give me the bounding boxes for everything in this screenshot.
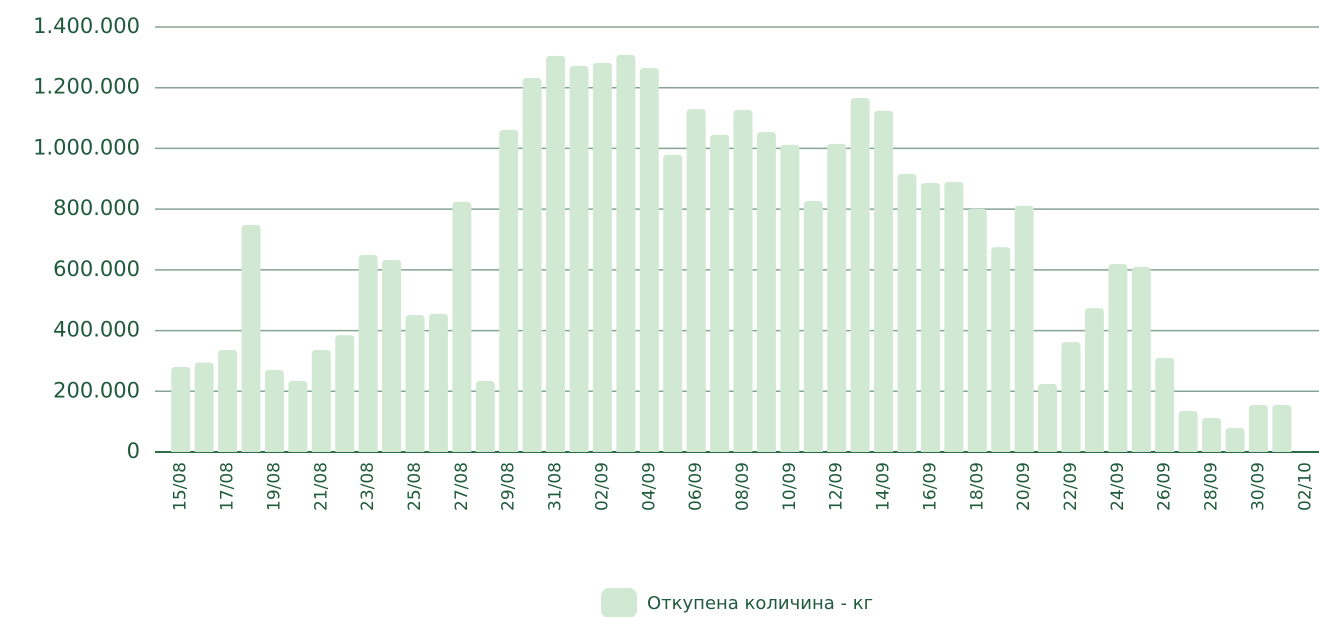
bar <box>874 110 894 453</box>
y-tick-label: 0 <box>127 439 140 463</box>
bar <box>780 144 800 453</box>
bar <box>920 183 940 453</box>
bar <box>1248 404 1268 452</box>
bar <box>803 200 823 452</box>
bar <box>733 109 753 452</box>
legend-swatch <box>601 588 637 617</box>
y-tick-label: 400.000 <box>53 318 140 342</box>
x-tick-label: 18/09 <box>967 462 987 511</box>
bar <box>1038 384 1058 452</box>
x-tick-label: 16/09 <box>920 462 940 511</box>
bar <box>944 181 964 453</box>
bar <box>592 62 612 452</box>
bar <box>991 247 1011 452</box>
x-tick-label: 21/08 <box>311 462 331 511</box>
y-tick-label: 1.400.000 <box>33 14 140 38</box>
y-tick-label: 600.000 <box>53 257 140 281</box>
x-tick-label: 20/09 <box>1014 462 1034 511</box>
x-tick-label: 10/09 <box>780 462 800 511</box>
bar <box>1178 411 1198 452</box>
x-tick-label: 04/09 <box>639 462 659 511</box>
bar <box>241 224 261 452</box>
bar <box>522 78 542 452</box>
bar <box>967 208 987 452</box>
bar <box>452 201 472 452</box>
x-tick-label: 28/09 <box>1202 462 1222 511</box>
x-tick-label: 14/09 <box>874 462 894 511</box>
legend-label: Откупена количина - кг <box>647 593 873 614</box>
x-tick-label: 31/08 <box>546 462 566 511</box>
bar <box>171 367 191 452</box>
bar <box>569 65 589 452</box>
bar <box>663 154 683 452</box>
y-tick-label: 200.000 <box>53 378 140 402</box>
bar <box>311 350 331 452</box>
bar <box>1014 205 1034 452</box>
bar <box>1202 418 1222 452</box>
bar <box>405 315 425 452</box>
bar <box>428 313 448 452</box>
bar <box>686 108 706 452</box>
x-tick-label: 17/08 <box>218 462 238 511</box>
bar <box>1225 428 1245 452</box>
bar <box>616 54 636 453</box>
bar <box>335 335 355 452</box>
bar <box>218 350 238 452</box>
bar <box>288 380 308 452</box>
bar <box>264 370 284 452</box>
bar <box>1084 308 1104 452</box>
bar <box>1061 342 1081 452</box>
bar <box>827 143 847 452</box>
x-tick-label: 02/10 <box>1295 462 1315 511</box>
bar <box>1155 357 1175 452</box>
y-tick-label: 1.000.000 <box>33 135 140 159</box>
x-tick-label: 02/09 <box>592 462 612 511</box>
x-tick-label: 15/08 <box>171 462 191 511</box>
bar <box>194 362 214 452</box>
x-tick-label: 12/09 <box>827 462 847 511</box>
bar <box>1108 264 1128 452</box>
y-tick-label: 1.200.000 <box>33 75 140 99</box>
bar <box>1131 266 1151 452</box>
bar <box>1272 404 1292 452</box>
bar <box>756 132 776 453</box>
x-tick-label: 19/08 <box>264 462 284 511</box>
x-tick-label: 23/08 <box>358 462 378 511</box>
bar <box>897 173 917 452</box>
x-tick-label: 08/09 <box>733 462 753 511</box>
x-tick-label: 06/09 <box>686 462 706 511</box>
y-tick-label: 800.000 <box>53 196 140 220</box>
x-tick-label: 29/08 <box>499 462 519 511</box>
x-tick-label: 25/08 <box>405 462 425 511</box>
bar <box>710 134 730 452</box>
x-tick-label: 30/09 <box>1248 462 1268 511</box>
x-tick-label: 27/08 <box>452 462 472 511</box>
x-tick-label: 26/09 <box>1155 462 1175 511</box>
bar <box>639 67 659 452</box>
bar <box>546 55 566 452</box>
bar <box>382 259 402 452</box>
bar <box>475 380 495 452</box>
x-tick-label: 24/09 <box>1108 462 1128 511</box>
bar <box>850 98 870 453</box>
x-tick-label: 22/09 <box>1061 462 1081 511</box>
bar <box>499 129 519 453</box>
bar <box>358 254 378 452</box>
